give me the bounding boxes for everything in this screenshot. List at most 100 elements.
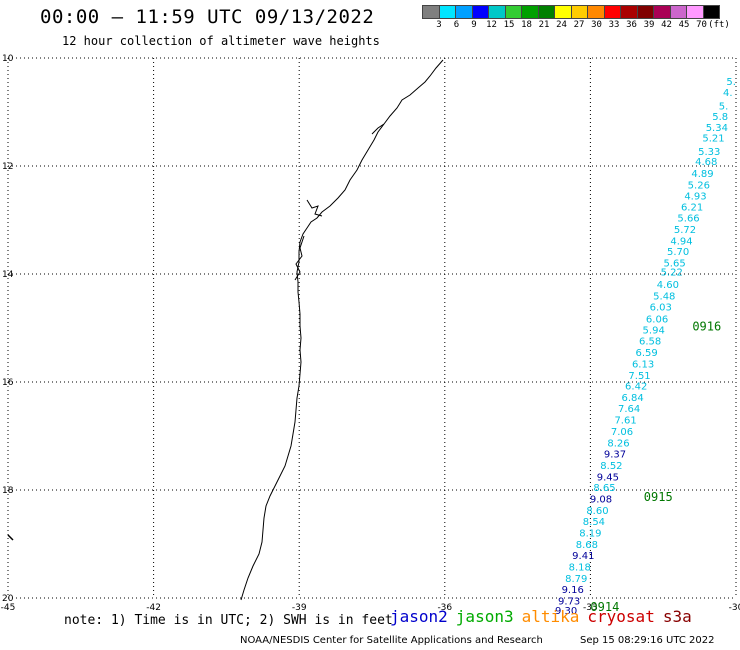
wave-height-value: 6.06 — [646, 315, 668, 326]
color-scale-label: 30 — [591, 20, 602, 30]
wave-height-value: 9.41 — [572, 551, 594, 562]
latitude-label: 14 — [2, 270, 14, 280]
map-grid — [7, 57, 737, 599]
color-scale-label: 21 — [538, 20, 550, 30]
wave-height-value: 5.66 — [677, 214, 699, 225]
longitude-label: -33 — [583, 603, 598, 613]
wave-height-value: 6.13 — [632, 359, 654, 370]
wave-height-value: 6.84 — [622, 393, 644, 404]
wave-height-value: 4.68 — [695, 157, 717, 168]
wave-height-value: 4. — [723, 88, 733, 99]
wave-height-value: 8.79 — [565, 574, 587, 585]
wave-height-value: 8.19 — [579, 528, 601, 539]
wave-height-value: 5.94 — [643, 325, 665, 336]
color-scale-label: 27 — [573, 20, 585, 30]
satellite-legend: jason2 jason3 altika cryosat s3a — [390, 607, 700, 626]
latitude-label: 12 — [2, 162, 13, 172]
page-title: 00:00 – 11:59 UTC 09/13/2022 — [40, 6, 375, 28]
wave-height-value: 5.22 — [661, 268, 683, 279]
longitude-label: -30 — [729, 603, 740, 613]
wave-height-value: 9.30 — [555, 606, 577, 617]
latitude-label: 20 — [2, 594, 14, 604]
color-swatch — [702, 5, 720, 19]
island-mark — [7, 534, 14, 541]
color-scale-label: 39 — [643, 20, 655, 30]
satellite-legend-item: altika — [521, 607, 580, 626]
wave-height-value: 5.33 — [698, 147, 720, 158]
wave-height-value: 6.59 — [635, 348, 657, 359]
color-scale-bar — [422, 5, 720, 19]
longitude-label: -39 — [292, 603, 307, 613]
altimeter-track: 5.4.5.5.85.345.215.334.684.895.264.936.2… — [555, 77, 736, 617]
wave-height-value: 4.94 — [670, 236, 692, 247]
color-scale-label: 33 — [608, 20, 620, 30]
wave-height-value: 9.37 — [604, 450, 626, 461]
satellite-legend-item: s3a — [662, 607, 692, 626]
satellite-legend-item: jason3 — [455, 607, 514, 626]
page-subtitle: 12 hour collection of altimeter wave hei… — [62, 34, 380, 48]
color-scale-label: 3 — [436, 20, 442, 30]
wave-height-value: 7.06 — [611, 427, 633, 438]
wave-height-value: 4.89 — [691, 169, 713, 180]
wave-height-value: 5. — [726, 77, 736, 88]
wave-height-value: 8.65 — [593, 483, 615, 494]
wave-height-value: 9.16 — [562, 585, 584, 596]
wave-height-value: 5.34 — [706, 123, 728, 134]
day-markers: 0916 0915 0914 — [590, 320, 721, 614]
wave-height-value: 8.68 — [576, 540, 598, 551]
wave-height-value: 8.60 — [586, 506, 608, 517]
wave-height-value: 5.21 — [702, 134, 724, 145]
color-scale-label: 45 — [678, 20, 690, 30]
wave-height-value: 8.18 — [569, 562, 591, 573]
wave-height-value: 5.26 — [688, 181, 710, 192]
wave-height-value: 6.21 — [681, 202, 703, 213]
color-scale-label: 70 — [696, 20, 707, 30]
latitude-label: 16 — [2, 378, 14, 388]
color-scale-label: (ft) — [708, 20, 730, 30]
coastline-detail — [294, 123, 385, 281]
coastline — [240, 59, 444, 601]
wave-height-value: 6.58 — [639, 337, 661, 348]
color-scale-labels: 3 6 9 12 15 18 21 24 27 30 33 36 39 42 45 70 (ft) — [422, 20, 732, 34]
latitude-label: 10 — [2, 54, 14, 64]
wave-height-value: 8.52 — [600, 461, 622, 472]
wave-height-value: 9.45 — [597, 472, 619, 483]
color-scale-label: 42 — [661, 20, 672, 30]
wave-height-value: 5.8 — [712, 112, 728, 123]
wave-height-value: 5.48 — [653, 291, 675, 302]
wave-height-value: 9.73 — [558, 596, 580, 607]
wave-height-value: 8.54 — [583, 517, 605, 528]
generated-timestamp: Sep 15 08:29:16 UTC 2022 — [580, 635, 715, 646]
longitude-label: -45 — [1, 603, 16, 613]
wave-height-value: 6.03 — [650, 303, 672, 314]
longitude-label: -42 — [146, 603, 161, 613]
day-marker: 0914 — [590, 600, 619, 614]
credit-text: NOAA/NESDIS Center for Satellite Applica… — [240, 635, 543, 646]
color-scale-label: 6 — [453, 20, 460, 30]
longitude-label: -36 — [437, 603, 452, 613]
wave-height-value: 4.60 — [657, 280, 679, 291]
map-axis-labels: 10 12 14 16 18 20-45 -42 -39 -36 -33 -30 — [1, 54, 740, 613]
wave-height-value: 6.42 — [625, 382, 647, 393]
color-scale-label: 36 — [626, 20, 637, 30]
wave-height-value: 4.93 — [684, 191, 706, 202]
wave-height-value: 5.70 — [667, 247, 689, 258]
wave-height-value: 8.26 — [607, 438, 629, 449]
wave-height-value: 5.65 — [663, 258, 685, 269]
wave-height-value: 5. — [719, 101, 729, 112]
color-scale-label: 18 — [521, 20, 532, 30]
wave-height-value: 9.08 — [590, 494, 612, 505]
latitude-label: 18 — [2, 486, 14, 496]
day-marker: 0916 — [692, 320, 721, 334]
wave-height-value: 7.61 — [614, 416, 636, 427]
color-scale-label: 9 — [471, 20, 477, 30]
wave-height-value: 7.64 — [618, 404, 640, 415]
satellite-legend-item: cryosat — [587, 607, 655, 626]
color-scale-label: 24 — [556, 20, 567, 30]
satellite-legend-item: jason2 — [390, 607, 448, 626]
day-marker: 0915 — [644, 490, 673, 504]
wave-height-value: 7.51 — [628, 371, 650, 382]
footnote: note: 1) Time is in UTC; 2) SWH is in fe… — [64, 613, 393, 628]
color-scale-label: 15 — [503, 20, 515, 30]
